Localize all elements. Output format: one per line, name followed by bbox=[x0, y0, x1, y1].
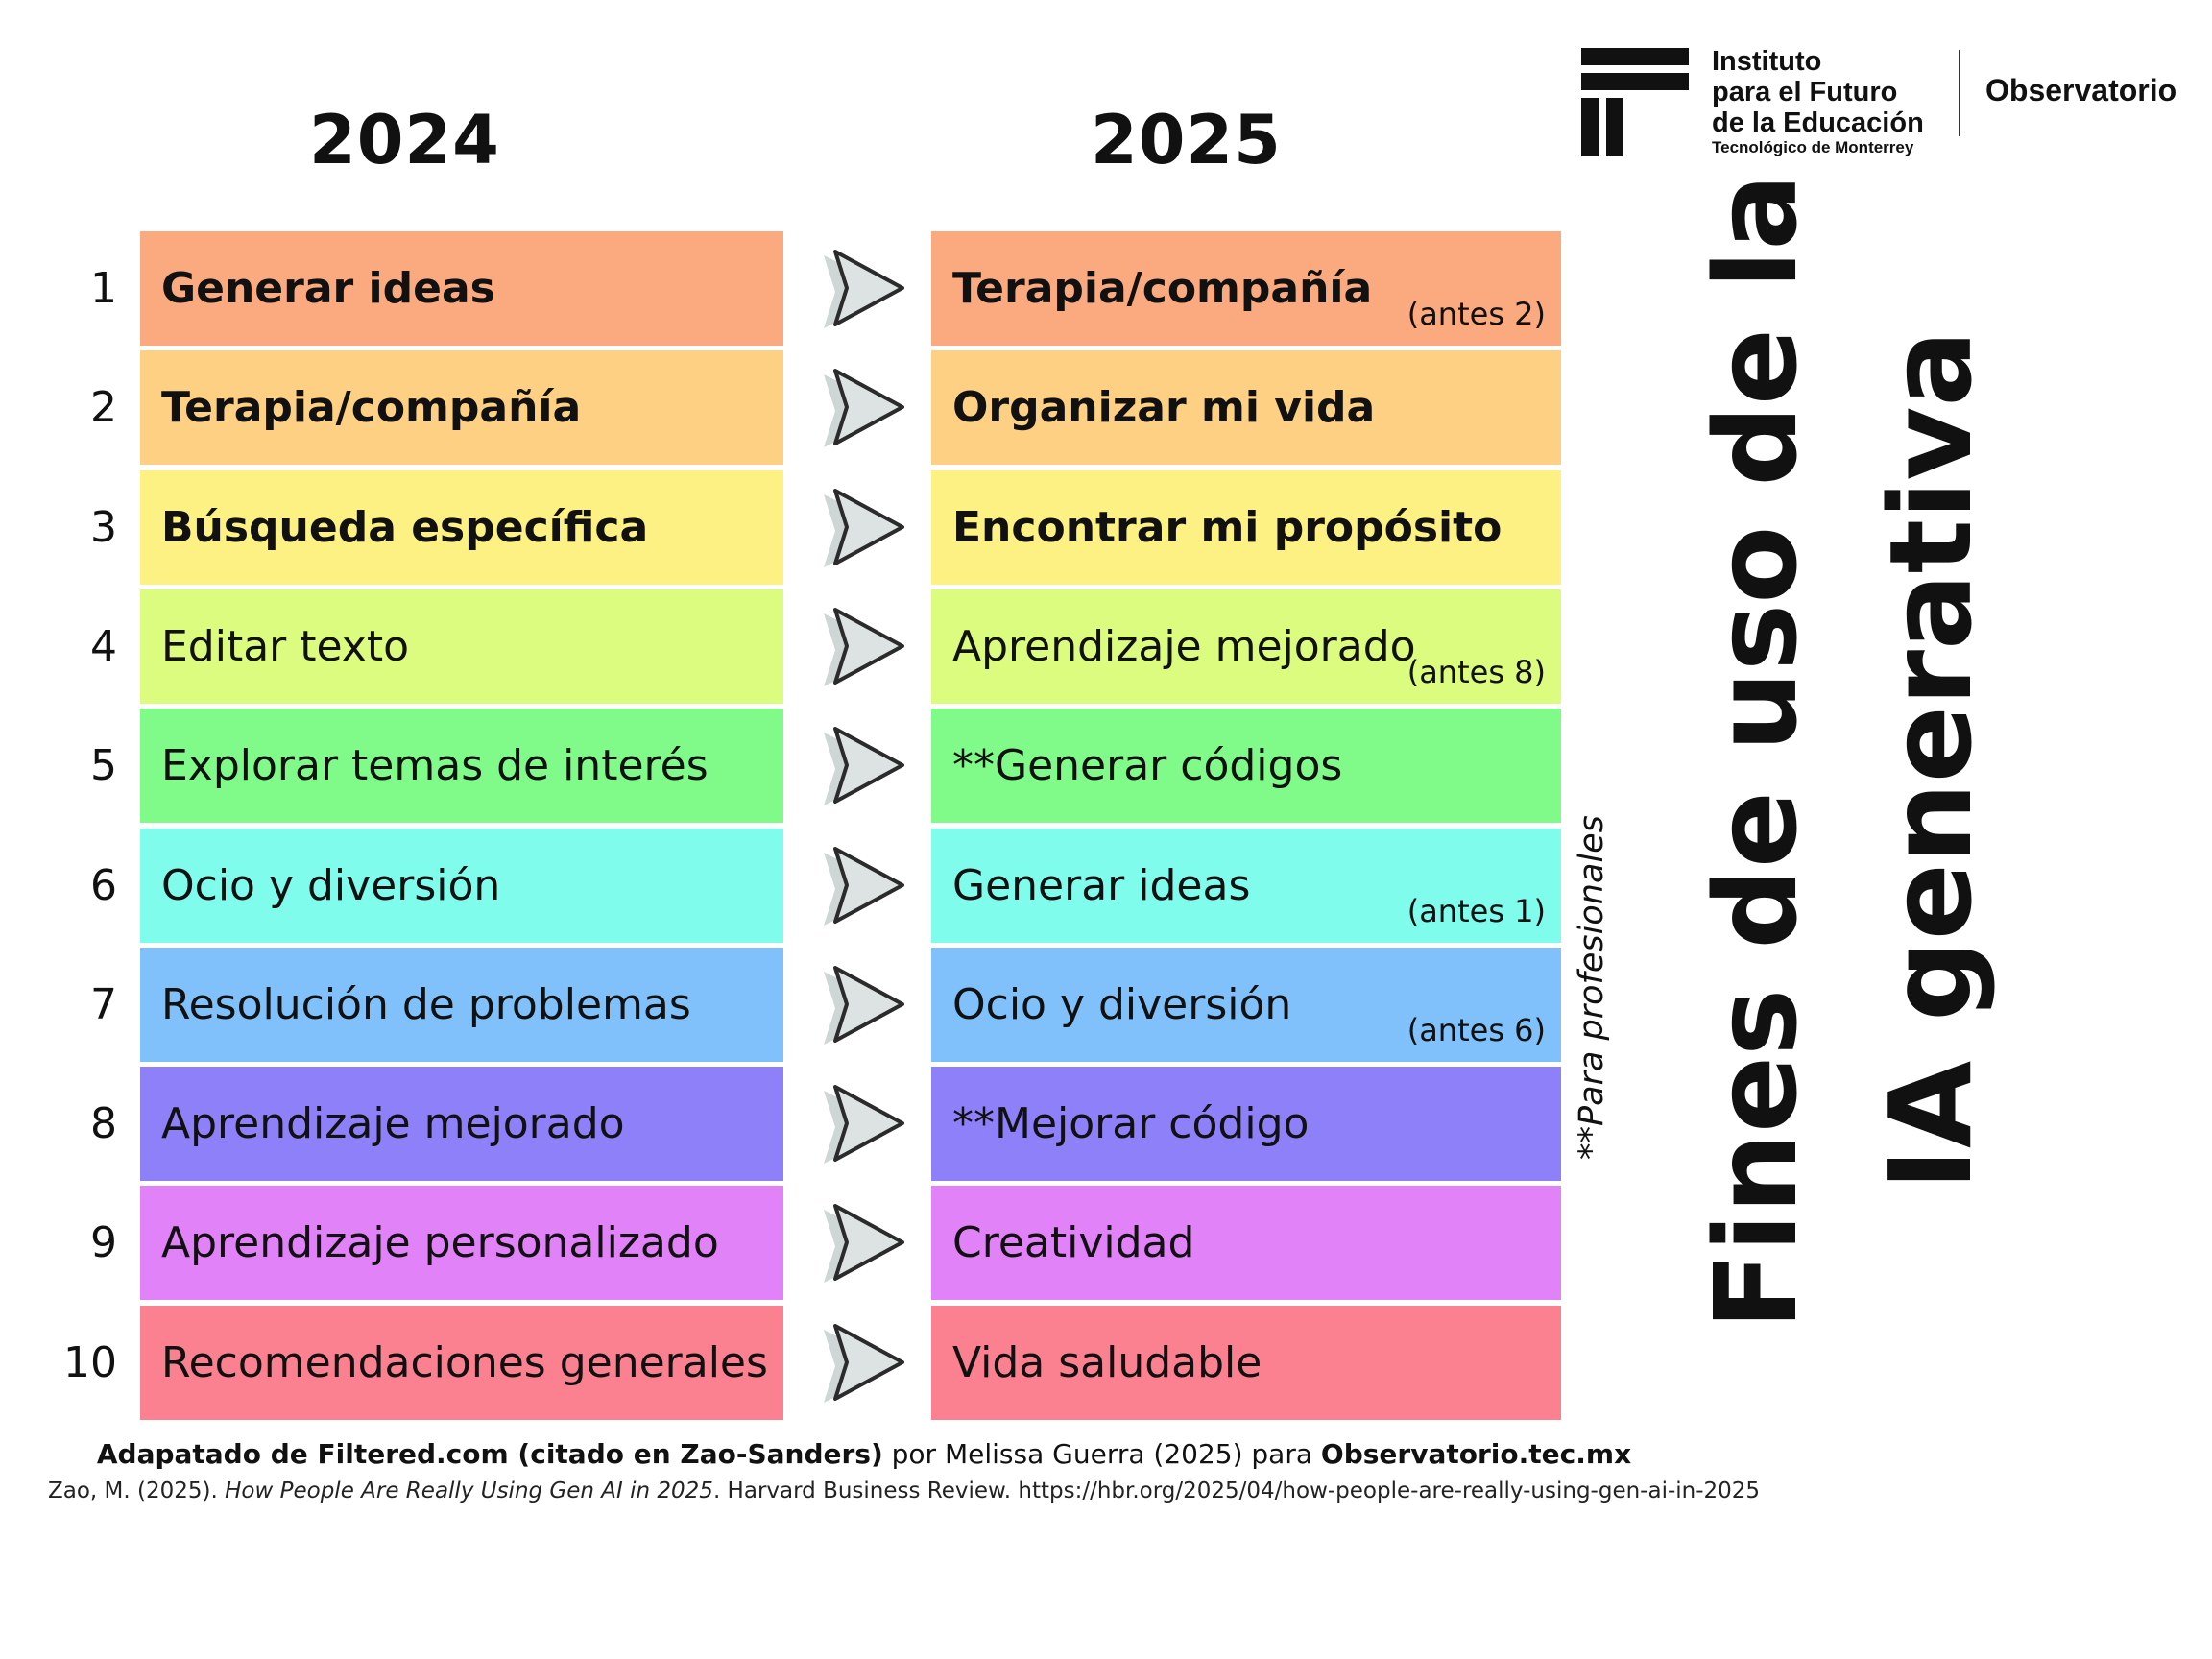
use-2024-cell: Búsqueda específica bbox=[140, 470, 783, 585]
institute-subtitle: Tecnológico de Monterrey bbox=[1712, 138, 1914, 156]
use-2025-label: **Generar códigos bbox=[952, 741, 1343, 790]
rank-number: 3 bbox=[90, 503, 117, 552]
chevron-right-icon bbox=[824, 1324, 904, 1403]
professionals-note: **Para profesionales bbox=[1573, 815, 1611, 1160]
title-line-1: Fines de uso de la bbox=[1690, 173, 1822, 1330]
chevron-right-icon bbox=[824, 369, 904, 447]
footer-citation: Zao, M. (2025). How People Are Really Us… bbox=[48, 1479, 1760, 1503]
rank-number: 10 bbox=[63, 1338, 117, 1387]
rank-number: 5 bbox=[90, 741, 117, 790]
use-2024-cell: Aprendizaje mejorado bbox=[140, 1067, 783, 1181]
use-2025-label: Encontrar mi propósito bbox=[952, 503, 1503, 552]
use-2025-cell: Aprendizaje mejorado (antes 8) bbox=[931, 589, 1561, 704]
chevron-right-icon bbox=[824, 1204, 904, 1283]
use-2025-label: Terapia/compañía bbox=[952, 264, 1373, 313]
use-2025-cell: **Mejorar código bbox=[931, 1067, 1561, 1181]
citation-source: . Harvard Business Review. https://hbr.o… bbox=[712, 1479, 1761, 1503]
use-2024-label: Terapia/compañía bbox=[161, 383, 582, 432]
use-2024-cell: Aprendizaje personalizado bbox=[140, 1186, 783, 1300]
previous-rank-note: (antes 6) bbox=[1407, 1012, 1546, 1048]
rank-number: 9 bbox=[90, 1218, 117, 1267]
use-2025-cell: Ocio y diversión (antes 6) bbox=[931, 948, 1561, 1062]
citation-title: How People Are Really Using Gen AI in 20… bbox=[225, 1479, 713, 1503]
rank-number: 7 bbox=[90, 980, 117, 1029]
previous-rank-note: (antes 1) bbox=[1407, 893, 1546, 929]
use-2024-cell: Generar ideas bbox=[140, 231, 783, 346]
title-line-2: IA generativa bbox=[1864, 329, 1997, 1190]
footer-author: por Melissa Guerra (2025) para bbox=[882, 1438, 1321, 1470]
use-2025-label: Creatividad bbox=[952, 1218, 1195, 1267]
use-2024-label: Recomendaciones generales bbox=[161, 1338, 768, 1387]
use-2024-label: Ocio y diversión bbox=[161, 861, 501, 910]
use-2025-label: Aprendizaje mejorado bbox=[952, 622, 1416, 671]
use-2024-cell: Resolución de problemas bbox=[140, 948, 783, 1062]
institute-line-1: Instituto bbox=[1712, 46, 1822, 77]
footer-source: Adapatado de Filtered.com (citado en Zao… bbox=[96, 1438, 883, 1470]
institute-name: Instituto para el Futuro de la Educación… bbox=[1712, 46, 1924, 157]
citation-author: Zao, M. (2025). bbox=[48, 1479, 226, 1503]
use-2025-cell: Organizar mi vida bbox=[931, 350, 1561, 465]
institute-line-2: para el Futuro bbox=[1712, 77, 1898, 108]
rank-number: 4 bbox=[90, 622, 117, 671]
rank-number: 1 bbox=[90, 264, 117, 313]
previous-rank-note: (antes 8) bbox=[1407, 654, 1546, 690]
chevron-right-icon bbox=[824, 727, 904, 805]
chevron-right-icon bbox=[824, 1085, 904, 1164]
use-2024-label: Explorar temas de interés bbox=[161, 741, 709, 790]
use-2024-label: Búsqueda específica bbox=[161, 503, 649, 552]
use-2024-cell: Recomendaciones generales bbox=[140, 1306, 783, 1420]
rank-number: 2 bbox=[90, 383, 117, 432]
year-2025-heading: 2025 bbox=[1091, 101, 1282, 180]
use-2025-cell: **Generar códigos bbox=[931, 709, 1561, 823]
rank-number: 8 bbox=[90, 1099, 117, 1148]
chevron-right-icon bbox=[824, 608, 904, 686]
use-2025-cell: Vida saludable bbox=[931, 1306, 1561, 1420]
use-2024-label: Generar ideas bbox=[161, 264, 495, 313]
footer-site: Observatorio.tec.mx bbox=[1320, 1438, 1632, 1470]
use-2024-cell: Terapia/compañía bbox=[140, 350, 783, 465]
use-2025-label: Vida saludable bbox=[952, 1338, 1262, 1387]
previous-rank-note: (antes 2) bbox=[1407, 296, 1546, 332]
institute-logo-icon bbox=[1581, 48, 1689, 156]
chevron-right-icon bbox=[824, 489, 904, 567]
chevron-right-icon bbox=[824, 966, 904, 1045]
use-2025-label: Generar ideas bbox=[952, 861, 1251, 910]
observatorio-label: Observatorio bbox=[1985, 73, 2177, 108]
use-2024-cell: Ocio y diversión bbox=[140, 829, 783, 943]
use-2025-cell: Generar ideas (antes 1) bbox=[931, 829, 1561, 943]
use-2024-label: Aprendizaje personalizado bbox=[161, 1218, 719, 1267]
rank-number: 6 bbox=[90, 861, 117, 910]
year-2024-heading: 2024 bbox=[309, 101, 500, 180]
chevron-right-icon bbox=[824, 250, 904, 328]
footer-credit: Adapatado de Filtered.com (citado en Zao… bbox=[0, 1438, 1728, 1470]
use-2025-label: Organizar mi vida bbox=[952, 383, 1376, 432]
use-2025-cell: Creatividad bbox=[931, 1186, 1561, 1300]
use-2025-cell: Encontrar mi propósito bbox=[931, 470, 1561, 585]
use-2025-label: **Mejorar código bbox=[952, 1099, 1310, 1148]
use-2024-label: Aprendizaje mejorado bbox=[161, 1099, 625, 1148]
use-2024-label: Resolución de problemas bbox=[161, 980, 691, 1029]
use-2024-label: Editar texto bbox=[161, 622, 410, 671]
chevron-right-icon bbox=[824, 847, 904, 926]
institute-line-3: de la Educación bbox=[1712, 108, 1924, 138]
use-2024-cell: Editar texto bbox=[140, 589, 783, 704]
logo-divider bbox=[1959, 50, 1960, 136]
use-2024-cell: Explorar temas de interés bbox=[140, 709, 783, 823]
use-2025-label: Ocio y diversión bbox=[952, 980, 1292, 1029]
use-2025-cell: Terapia/compañía (antes 2) bbox=[931, 231, 1561, 346]
